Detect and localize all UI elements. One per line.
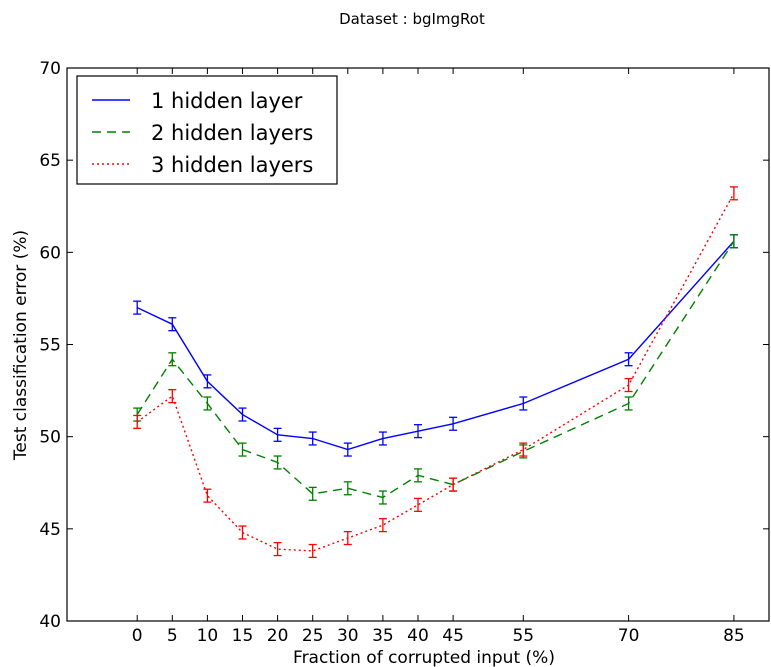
series-line (136, 193, 735, 552)
y-tick-label: 70 (39, 59, 61, 79)
x-tick-label: 35 (372, 626, 394, 646)
x-tick-label: 15 (232, 626, 254, 646)
y-axis: 40 45 50 55 60 65 70 (39, 59, 769, 632)
y-tick-label: 55 (39, 336, 61, 356)
series-2 (133, 234, 738, 505)
error-bar (343, 530, 352, 546)
error-bar (273, 427, 282, 442)
error-bar (729, 234, 738, 249)
error-bar (133, 300, 142, 315)
error-bar (624, 377, 633, 393)
error-bar (203, 396, 212, 411)
y-axis-title: Test classification error (%) (11, 230, 31, 461)
x-tick-label: 30 (337, 626, 359, 646)
error-bar (449, 416, 458, 431)
chart-title: Dataset : bgImgRot (339, 10, 485, 28)
x-tick-label: 55 (512, 626, 534, 646)
error-bar (343, 481, 352, 496)
error-bar (308, 431, 317, 446)
error-bar (308, 543, 317, 559)
x-tick-label: 10 (197, 626, 219, 646)
error-bar (203, 488, 212, 503)
x-tick-label: 0 (132, 626, 143, 646)
error-bar (273, 455, 282, 470)
y-tick-label: 50 (39, 428, 61, 448)
y-tick-label: 65 (39, 151, 61, 171)
series-1 (133, 234, 738, 457)
x-tick-label: 5 (167, 626, 178, 646)
series-line (136, 240, 735, 451)
x-tick-label: 40 (407, 626, 429, 646)
series-3 (133, 186, 738, 559)
y-tick-label: 60 (39, 243, 61, 263)
error-bar (519, 396, 528, 411)
legend-label: 1 hidden layer (151, 89, 303, 113)
x-tick-label: 45 (442, 626, 464, 646)
x-tick-label: 20 (267, 626, 289, 646)
series-layer (133, 186, 738, 559)
error-bar (168, 389, 177, 404)
error-bar (624, 396, 633, 411)
error-bar (378, 431, 387, 446)
error-bar (624, 352, 633, 367)
x-tick-label: 25 (302, 626, 324, 646)
error-bar (238, 525, 247, 540)
series-line (136, 240, 735, 499)
error-bar (308, 486, 317, 501)
legend: 1 hidden layer 2 hidden layers 3 hidden la… (76, 75, 338, 185)
error-bar (729, 186, 738, 201)
error-bar (414, 468, 422, 483)
error-bar (238, 407, 247, 422)
error-bar (519, 442, 528, 457)
error-bar (414, 424, 422, 439)
x-tick-label: 70 (618, 626, 640, 646)
legend-box (76, 75, 338, 185)
error-bar (168, 352, 177, 367)
x-tick-label: 85 (723, 626, 745, 646)
error-bar (203, 374, 212, 389)
y-tick-label: 40 (39, 612, 61, 632)
error-bar (378, 490, 387, 505)
error-bar (414, 497, 422, 512)
y-tick-label: 45 (39, 520, 61, 540)
error-bar (449, 477, 458, 492)
error-bar (273, 542, 282, 557)
error-bar (238, 442, 247, 457)
x-axis: 0 5 10 15 20 25 30 35 40 45 55 70 85 (132, 68, 745, 646)
legend-label: 3 hidden layers (151, 153, 313, 177)
legend-label: 2 hidden layers (151, 121, 313, 145)
error-bar (343, 442, 352, 457)
x-axis-title: Fraction of corrupted input (%) (293, 648, 555, 667)
error-bar (378, 518, 387, 533)
error-bar (168, 317, 177, 332)
error-bar (133, 414, 142, 430)
